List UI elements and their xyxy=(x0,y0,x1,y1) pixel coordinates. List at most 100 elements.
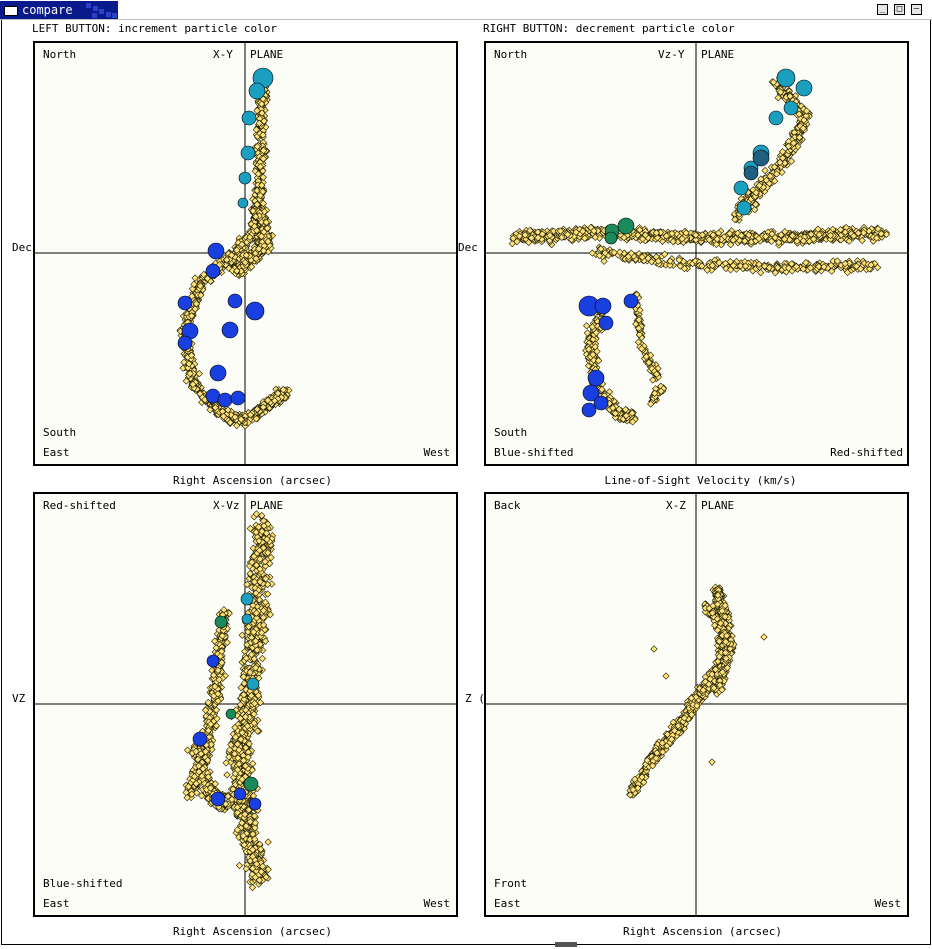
vzy-particle xyxy=(556,227,565,235)
vzy-particle xyxy=(774,94,782,102)
xy-particle xyxy=(253,106,261,115)
vzy-particle xyxy=(837,231,845,240)
xvz-particle xyxy=(201,706,210,714)
xy-particle xyxy=(258,181,266,189)
xy-particle xyxy=(252,212,260,221)
xy-particle xyxy=(188,292,196,300)
window-titlebar[interactable]: compare _ □ – xyxy=(0,0,932,20)
maximize-icon[interactable]: □ xyxy=(894,4,905,15)
xy-particle xyxy=(249,207,257,215)
vzy-particle xyxy=(649,376,657,384)
vzy-particle xyxy=(789,139,798,147)
xy-particle xyxy=(255,245,263,253)
xvz-particle xyxy=(227,741,235,749)
vzy-particle xyxy=(705,236,713,244)
xy-particle xyxy=(253,200,261,209)
vzy-particle xyxy=(558,233,566,242)
vzy-particle xyxy=(546,231,554,240)
xvz-particle xyxy=(255,596,263,604)
xvz-particle xyxy=(256,698,265,707)
vzy-particle xyxy=(833,257,842,265)
vzy-marked-particle xyxy=(604,231,618,245)
xvz-particle xyxy=(241,762,250,770)
xvz-particle xyxy=(231,723,239,732)
minimize-icon[interactable]: _ xyxy=(877,4,888,15)
vzy-particle xyxy=(799,124,807,132)
xvz-particle xyxy=(259,862,267,871)
close-icon[interactable]: – xyxy=(911,4,922,15)
vzy-scatter-plot[interactable] xyxy=(486,43,907,464)
vzy-particle xyxy=(648,258,656,266)
vzy-marked-particle xyxy=(582,384,600,402)
vzy-particle xyxy=(785,264,793,272)
vzy-particle xyxy=(803,107,811,115)
xy-particle xyxy=(259,173,267,181)
xvz-particle xyxy=(240,841,248,849)
xvz-particle xyxy=(252,637,260,645)
vzy-marked-particle xyxy=(594,297,612,315)
vzy-particle xyxy=(867,261,875,269)
xy-marked-particle xyxy=(207,242,225,260)
xvz-particle xyxy=(259,621,268,629)
vzy-plot-panel[interactable]: North Vz-Y PLANE South Blue-shifted Red-… xyxy=(484,41,909,466)
xvz-scatter-plot[interactable] xyxy=(35,494,456,915)
xvz-particle xyxy=(253,614,261,622)
vzy-particle xyxy=(592,329,600,337)
vzy-particle xyxy=(731,215,739,224)
vzy-particle xyxy=(589,351,597,359)
xy-particle xyxy=(185,360,193,368)
vzy-particle xyxy=(773,170,781,178)
vzy-bottom-left-label-1: South xyxy=(494,426,528,439)
vzy-particle xyxy=(652,229,661,237)
vzy-particle xyxy=(636,226,644,234)
vzy-particle xyxy=(792,263,801,271)
vzy-particle xyxy=(715,259,723,267)
vzy-particle xyxy=(638,253,646,261)
xy-marked-particle xyxy=(245,301,265,321)
xvz-particle xyxy=(225,753,233,761)
vzy-particle xyxy=(647,400,655,408)
xvz-particle xyxy=(239,756,248,765)
xvz-particle xyxy=(231,733,240,741)
right-button-caption: RIGHT BUTTON: decrement particle color xyxy=(483,22,735,35)
xvz-plot-panel[interactable]: Red-shifted X-Vz PLANE Blue-shifted East… xyxy=(33,492,458,917)
window-menu-icon[interactable] xyxy=(4,6,18,16)
xy-particle xyxy=(191,274,199,282)
xvz-particle xyxy=(258,527,266,536)
xvz-particle xyxy=(226,746,234,754)
vzy-particle xyxy=(579,227,587,235)
vzy-particle xyxy=(774,263,782,272)
xy-particle xyxy=(223,256,231,264)
xvz-particle xyxy=(234,766,242,774)
vzy-particle xyxy=(584,362,593,370)
xy-marked-particle xyxy=(241,110,257,126)
xvz-particle xyxy=(250,655,258,663)
xvz-particle xyxy=(207,720,215,728)
vzy-particle xyxy=(611,413,620,422)
xy-bottom-left-label-1: South xyxy=(43,426,77,439)
xy-plot-panel[interactable]: North X-Y PLANE South East West xyxy=(33,41,458,466)
vzy-particle xyxy=(595,251,604,260)
vzy-particle xyxy=(666,257,674,265)
xvz-particle xyxy=(252,589,260,597)
vzy-particle xyxy=(585,345,593,353)
vzy-particle xyxy=(729,261,738,270)
xvz-particle xyxy=(248,558,256,567)
xvz-particle xyxy=(237,735,245,743)
vzy-particle xyxy=(581,234,589,242)
vzy-particle xyxy=(629,418,637,426)
xvz-particle xyxy=(258,511,266,520)
xy-scatter-plot[interactable] xyxy=(35,43,456,464)
window-title-tab[interactable]: compare xyxy=(0,1,118,19)
xy-particle xyxy=(271,397,279,405)
xy-particle xyxy=(274,389,282,397)
vzy-particle xyxy=(601,249,609,257)
xvz-particle xyxy=(240,695,248,703)
xvz-particle xyxy=(252,528,260,536)
vzy-particle xyxy=(564,230,572,239)
xvz-particle xyxy=(242,829,251,838)
vzy-particle xyxy=(850,232,858,240)
vzy-particle xyxy=(795,110,803,118)
vzy-marked-particle xyxy=(623,293,639,309)
xvz-particle xyxy=(250,578,259,586)
